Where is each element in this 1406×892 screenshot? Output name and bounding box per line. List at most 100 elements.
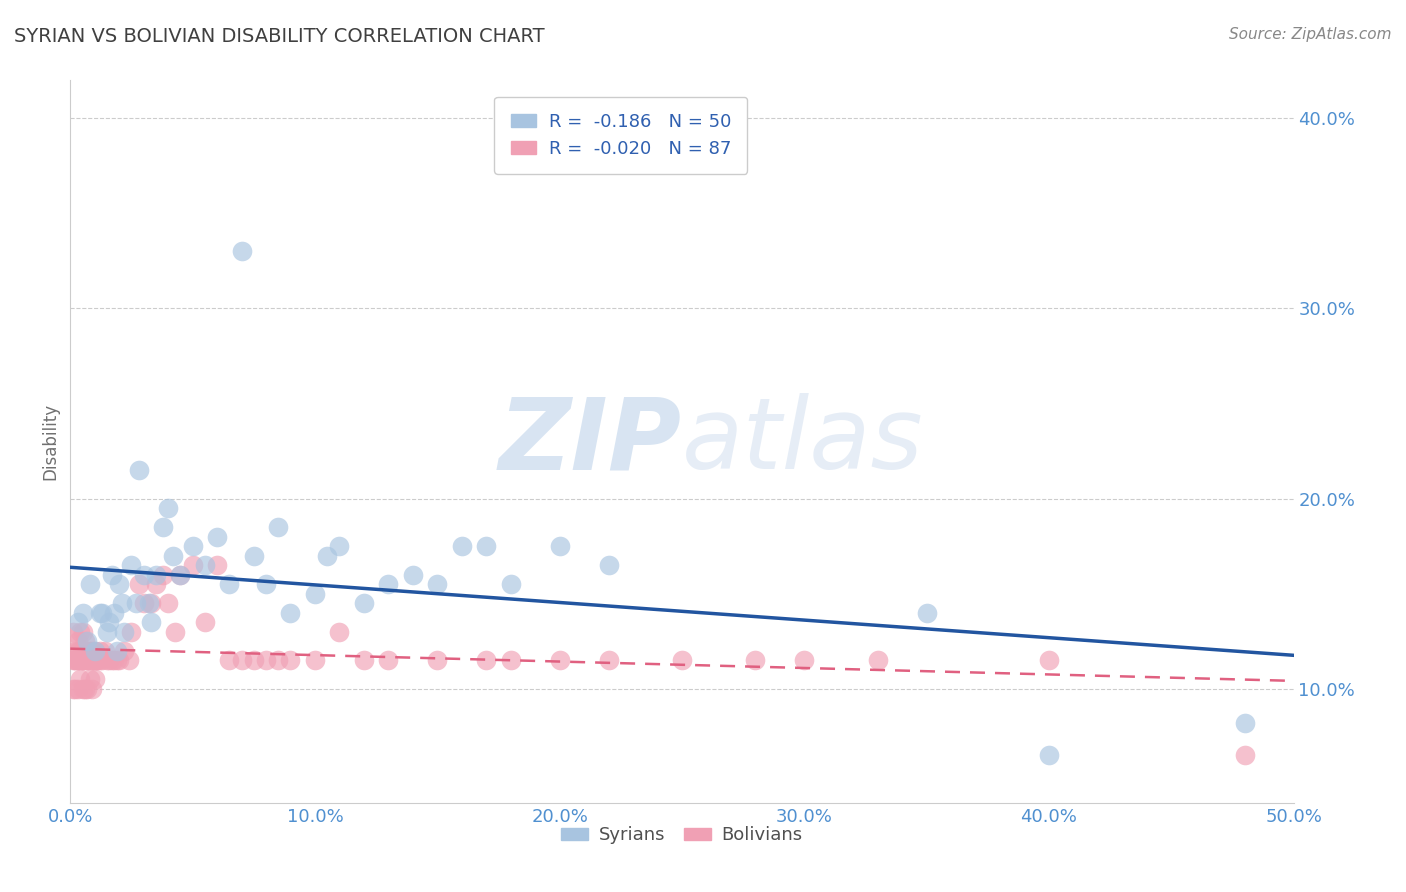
Point [103,606,125,620]
Point [218,653,240,667]
Y-axis label: Disability: Disability [41,403,59,480]
Point [89,653,111,667]
Point [72,606,94,620]
Point [121,558,143,573]
Point [205,530,228,544]
Point [69,643,91,657]
Point [450,539,472,553]
Point [105,643,128,657]
Point [79,653,101,667]
Point [72,624,94,639]
Point [671,653,693,667]
Point [267,653,290,667]
Point [139,615,162,630]
Point [72,681,94,696]
Point [101,567,124,582]
Point [1038,748,1060,763]
Point [1038,653,1060,667]
Point [231,653,253,667]
Point [82,643,104,657]
Point [89,643,111,657]
Point [499,653,522,667]
Point [86,653,108,667]
Point [598,558,620,573]
Point [353,653,375,667]
Point [181,539,204,553]
Point [108,653,131,667]
Point [125,596,148,610]
Point [152,567,174,582]
Point [63,653,86,667]
Point [76,653,98,667]
Point [63,643,86,657]
Point [194,615,217,630]
Point [475,653,498,667]
Point [598,653,620,667]
Point [152,520,174,534]
Point [243,549,266,563]
Point [66,634,89,648]
Point [254,653,277,667]
Point [79,643,101,657]
Point [169,567,191,582]
Point [101,653,124,667]
Point [82,653,104,667]
Point [793,653,815,667]
Point [426,653,449,667]
Point [96,624,118,639]
Point [62,653,84,667]
Point [402,567,425,582]
Point [128,577,150,591]
Point [69,672,91,686]
Point [72,653,94,667]
Point [328,539,350,553]
Point [328,624,350,639]
Point [62,681,84,696]
Point [194,558,217,573]
Point [145,567,167,582]
Point [91,653,114,667]
Point [76,643,98,657]
Point [157,501,180,516]
Point [1233,715,1256,730]
Point [66,681,89,696]
Point [744,653,766,667]
Point [132,596,155,610]
Point [72,653,94,667]
Point [169,567,191,582]
Point [66,653,89,667]
Point [121,624,143,639]
Point [243,653,266,667]
Point [218,577,240,591]
Point [66,653,89,667]
Point [138,596,160,610]
Point [128,463,150,477]
Text: ZIP: ZIP [499,393,682,490]
Point [98,653,121,667]
Point [165,624,187,639]
Point [69,624,91,639]
Point [103,653,125,667]
Text: SYRIAN VS BOLIVIAN DISABILITY CORRELATION CHART: SYRIAN VS BOLIVIAN DISABILITY CORRELATIO… [14,27,544,45]
Point [93,643,115,657]
Point [181,558,204,573]
Point [377,577,399,591]
Point [145,577,167,591]
Text: Source: ZipAtlas.com: Source: ZipAtlas.com [1229,27,1392,42]
Text: atlas: atlas [682,393,924,490]
Point [76,634,98,648]
Point [86,653,108,667]
Point [280,653,302,667]
Point [76,681,98,696]
Point [548,653,571,667]
Point [79,672,101,686]
Point [105,653,128,667]
Point [280,606,302,620]
Legend: Syrians, Bolivians: Syrians, Bolivians [554,819,810,852]
Point [82,681,104,696]
Point [83,672,105,686]
Point [73,653,96,667]
Point [96,653,118,667]
Point [139,596,162,610]
Point [377,653,399,667]
